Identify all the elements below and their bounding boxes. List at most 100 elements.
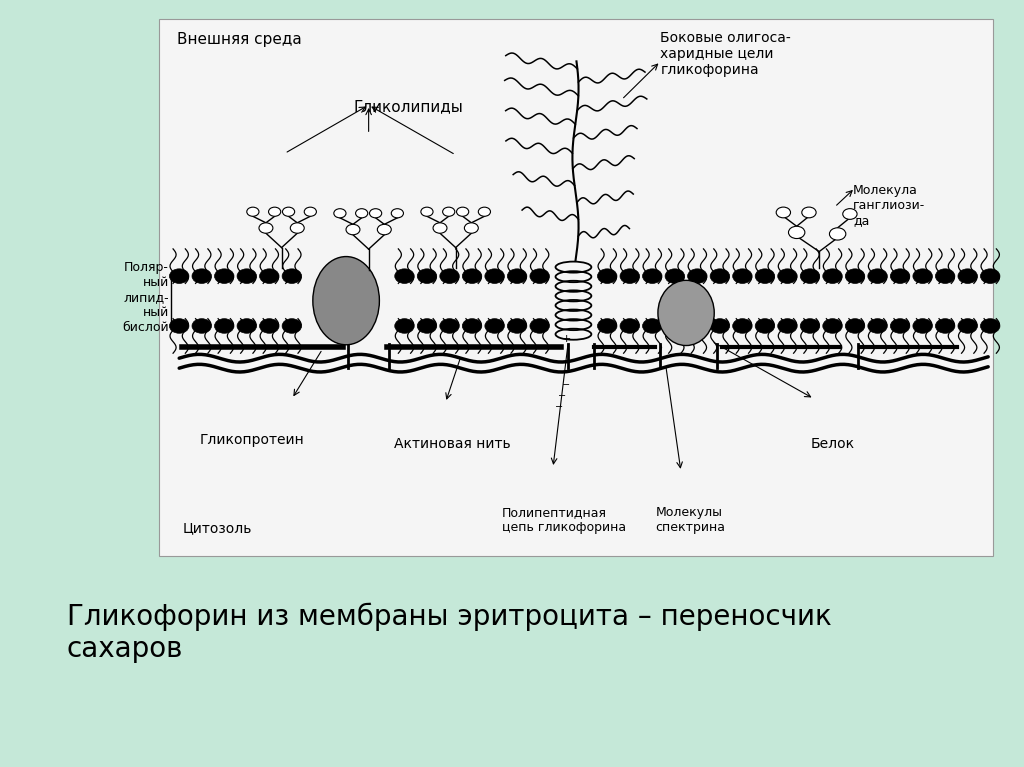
Circle shape (394, 319, 414, 333)
Text: Поляр-
ный
липид-
ный
бислой: Поляр- ный липид- ный бислой (122, 261, 169, 334)
Circle shape (259, 269, 279, 284)
Circle shape (214, 269, 233, 284)
Circle shape (597, 269, 616, 284)
Circle shape (247, 207, 259, 216)
Circle shape (507, 269, 526, 284)
Text: Цитозоль: Цитозоль (182, 522, 252, 535)
Circle shape (957, 319, 977, 333)
Text: Актиновая нить: Актиновая нить (394, 437, 511, 451)
Circle shape (642, 319, 662, 333)
Circle shape (291, 222, 304, 233)
Circle shape (355, 209, 368, 218)
Circle shape (282, 269, 301, 284)
Circle shape (282, 319, 301, 333)
Circle shape (822, 269, 842, 284)
Circle shape (912, 269, 932, 284)
Circle shape (417, 269, 436, 284)
Ellipse shape (313, 256, 380, 345)
Circle shape (283, 207, 295, 216)
Circle shape (710, 319, 729, 333)
Circle shape (421, 207, 433, 216)
Circle shape (433, 222, 446, 233)
Circle shape (462, 319, 481, 333)
Circle shape (843, 209, 857, 219)
Text: −: − (555, 401, 563, 412)
Circle shape (268, 207, 281, 216)
Circle shape (620, 269, 639, 284)
Circle shape (935, 319, 954, 333)
Circle shape (822, 319, 842, 333)
Circle shape (912, 319, 932, 333)
Text: Внешняя среда: Внешняя среда (177, 32, 302, 48)
Circle shape (710, 269, 729, 284)
Circle shape (442, 207, 455, 216)
Circle shape (394, 269, 414, 284)
Circle shape (642, 269, 662, 284)
Circle shape (845, 269, 864, 284)
Text: Полипептидная
цепь гликофорина: Полипептидная цепь гликофорина (502, 506, 626, 535)
Circle shape (800, 319, 819, 333)
Circle shape (620, 319, 639, 333)
Circle shape (439, 319, 459, 333)
Circle shape (732, 319, 752, 333)
Text: −: − (558, 390, 566, 401)
Circle shape (867, 319, 887, 333)
Bar (159, 19, 993, 556)
Circle shape (462, 269, 481, 284)
Text: Боковые олигоса-
харидные цели
гликофорина: Боковые олигоса- харидные цели гликофори… (660, 31, 792, 77)
Text: Молекула
ганглиози-
да: Молекула ганглиози- да (853, 184, 926, 227)
Circle shape (802, 207, 816, 218)
Circle shape (237, 319, 256, 333)
Circle shape (597, 319, 616, 333)
Circle shape (890, 269, 909, 284)
Circle shape (346, 224, 360, 235)
Circle shape (829, 228, 846, 240)
Circle shape (484, 319, 504, 333)
Circle shape (334, 209, 346, 218)
Circle shape (980, 319, 999, 333)
Text: Молекулы
спектрина: Молекулы спектрина (655, 506, 725, 535)
Circle shape (845, 319, 864, 333)
Text: Гликопротеин: Гликопротеин (200, 433, 304, 447)
Text: +: + (561, 334, 571, 344)
Circle shape (687, 269, 707, 284)
Circle shape (304, 207, 316, 216)
Circle shape (777, 269, 797, 284)
Circle shape (687, 319, 707, 333)
Circle shape (732, 269, 752, 284)
Circle shape (191, 269, 211, 284)
Text: −: − (562, 380, 570, 390)
Circle shape (957, 269, 977, 284)
Circle shape (417, 319, 436, 333)
Text: Белок: Белок (811, 437, 855, 451)
Circle shape (377, 224, 391, 235)
Ellipse shape (658, 281, 715, 346)
Circle shape (665, 269, 684, 284)
Circle shape (980, 269, 999, 284)
Circle shape (169, 319, 188, 333)
Circle shape (530, 269, 549, 284)
Text: Гликофорин из мембраны эритроцита – переносчик
сахаров: Гликофорин из мембраны эритроцита – пере… (67, 602, 831, 663)
Circle shape (665, 319, 684, 333)
Circle shape (777, 319, 797, 333)
Circle shape (191, 319, 211, 333)
Circle shape (800, 269, 819, 284)
Circle shape (259, 222, 272, 233)
Circle shape (755, 269, 774, 284)
Circle shape (465, 222, 478, 233)
Circle shape (237, 269, 256, 284)
Circle shape (507, 319, 526, 333)
Circle shape (755, 319, 774, 333)
Circle shape (935, 269, 954, 284)
Circle shape (370, 209, 382, 218)
Circle shape (439, 269, 459, 284)
Text: Гликолипиды: Гликолипиды (353, 100, 463, 115)
Circle shape (776, 207, 791, 218)
Circle shape (214, 319, 233, 333)
Circle shape (391, 209, 403, 218)
Circle shape (169, 269, 188, 284)
Circle shape (484, 269, 504, 284)
Circle shape (890, 319, 909, 333)
Circle shape (867, 269, 887, 284)
Circle shape (788, 226, 805, 239)
